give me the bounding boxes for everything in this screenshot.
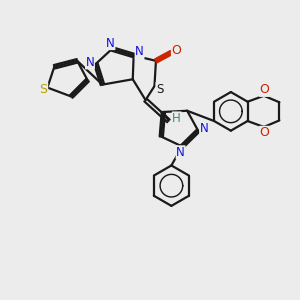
Text: O: O — [260, 83, 269, 96]
Text: N: N — [106, 37, 115, 50]
Text: S: S — [40, 82, 48, 96]
Text: O: O — [260, 126, 269, 140]
Text: N: N — [135, 45, 144, 58]
Text: O: O — [172, 44, 182, 57]
Text: H: H — [172, 112, 181, 125]
Text: S: S — [156, 82, 164, 96]
Text: N: N — [85, 56, 94, 69]
Text: N: N — [176, 146, 185, 159]
Text: N: N — [200, 122, 208, 135]
